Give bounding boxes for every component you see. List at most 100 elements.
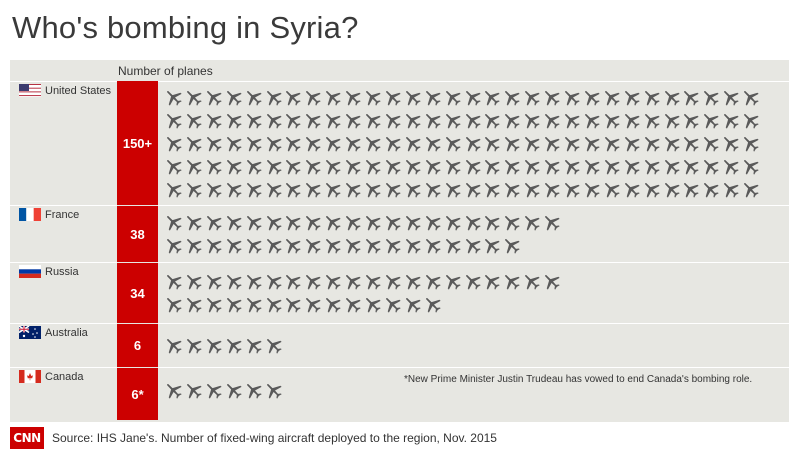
plane-icon bbox=[283, 134, 302, 153]
plane-icon bbox=[681, 157, 700, 176]
plane-icon bbox=[224, 88, 243, 107]
plane-icon bbox=[562, 111, 581, 130]
plane-icon bbox=[562, 88, 581, 107]
plane-icon bbox=[602, 180, 621, 199]
plane-icon bbox=[323, 111, 342, 130]
plane-icon bbox=[363, 272, 382, 291]
plane-icon bbox=[701, 157, 720, 176]
row-divider bbox=[10, 367, 789, 368]
plane-icon bbox=[343, 213, 362, 232]
plane-icon bbox=[264, 381, 283, 400]
plane-icon bbox=[482, 272, 501, 291]
plane-icon bbox=[443, 213, 462, 232]
plane-icon bbox=[482, 88, 501, 107]
plane-icon bbox=[642, 180, 661, 199]
plane-icon bbox=[463, 157, 482, 176]
flag-icon-france bbox=[19, 208, 41, 221]
flag-icon-russia bbox=[19, 265, 41, 278]
plane-icon bbox=[383, 88, 402, 107]
plane-icon bbox=[224, 295, 243, 314]
flag-icon-australia bbox=[18, 325, 41, 339]
row-divider bbox=[10, 323, 789, 324]
plane-icon bbox=[323, 134, 342, 153]
plane-icon bbox=[423, 213, 442, 232]
bar-separator bbox=[117, 262, 158, 263]
plane-icon bbox=[244, 88, 263, 107]
plane-icon bbox=[164, 295, 183, 314]
plane-icon bbox=[264, 134, 283, 153]
plane-icon bbox=[443, 111, 462, 130]
plane-icon bbox=[582, 88, 601, 107]
plane-icon bbox=[642, 134, 661, 153]
plane-icon bbox=[224, 157, 243, 176]
plane-icon bbox=[264, 88, 283, 107]
plane-icon bbox=[264, 272, 283, 291]
plane-icon bbox=[204, 272, 223, 291]
plane-icon bbox=[383, 272, 402, 291]
plane-icon bbox=[363, 88, 382, 107]
plane-icon bbox=[283, 180, 302, 199]
plane-icon bbox=[741, 180, 760, 199]
plane-icon bbox=[383, 236, 402, 255]
plane-icon bbox=[244, 336, 263, 355]
plane-icon bbox=[224, 134, 243, 153]
plane-icon bbox=[244, 134, 263, 153]
plane-icon bbox=[482, 180, 501, 199]
plane-icon bbox=[204, 134, 223, 153]
plane-icon bbox=[582, 111, 601, 130]
plane-icon bbox=[403, 180, 422, 199]
plane-icon bbox=[363, 180, 382, 199]
plane-icon bbox=[502, 272, 521, 291]
plane-icon bbox=[622, 111, 641, 130]
plane-icon bbox=[463, 134, 482, 153]
country-name: Russia bbox=[45, 265, 79, 278]
plane-icon bbox=[264, 336, 283, 355]
plane-icon bbox=[642, 157, 661, 176]
plane-icon bbox=[741, 111, 760, 130]
flag-icon-canada bbox=[19, 370, 41, 383]
plane-icon bbox=[204, 157, 223, 176]
count-label-australia: 6 bbox=[133, 338, 142, 353]
plane-icon bbox=[264, 295, 283, 314]
country-name: France bbox=[45, 208, 80, 221]
plane-icon bbox=[184, 272, 203, 291]
plane-icon bbox=[224, 213, 243, 232]
plane-icon bbox=[343, 295, 362, 314]
plane-icon bbox=[343, 111, 362, 130]
plane-icon bbox=[423, 88, 442, 107]
source-text: Source: IHS Jane's. Number of fixed-wing… bbox=[52, 431, 497, 445]
country-name: United States bbox=[45, 84, 112, 97]
plane-icon bbox=[383, 134, 402, 153]
plane-icon bbox=[224, 180, 243, 199]
plane-icon bbox=[204, 180, 223, 199]
plane-icon bbox=[283, 236, 302, 255]
plane-icon bbox=[463, 88, 482, 107]
plane-icon bbox=[303, 111, 322, 130]
plane-icon bbox=[403, 272, 422, 291]
plane-icon bbox=[283, 157, 302, 176]
plane-icon bbox=[164, 180, 183, 199]
plane-icon bbox=[204, 381, 223, 400]
plane-icon bbox=[602, 134, 621, 153]
plane-icon bbox=[681, 111, 700, 130]
plane-icon bbox=[522, 111, 541, 130]
plane-icon bbox=[622, 134, 641, 153]
plane-icon bbox=[244, 381, 263, 400]
plane-icon bbox=[264, 180, 283, 199]
plane-icon bbox=[184, 134, 203, 153]
country-label-australia: Australia bbox=[18, 325, 88, 339]
count-bar-canada bbox=[117, 367, 158, 420]
plane-icon bbox=[204, 88, 223, 107]
plane-icon bbox=[184, 336, 203, 355]
plane-icon bbox=[542, 111, 561, 130]
plane-icon bbox=[741, 134, 760, 153]
plane-icon bbox=[343, 157, 362, 176]
plane-icon bbox=[522, 180, 541, 199]
row-divider bbox=[10, 262, 789, 263]
plane-icon bbox=[164, 111, 183, 130]
plane-icon bbox=[701, 88, 720, 107]
plane-icon bbox=[204, 336, 223, 355]
cnn-logo: CNN bbox=[10, 427, 44, 449]
plane-icon bbox=[244, 111, 263, 130]
plane-icon bbox=[522, 88, 541, 107]
